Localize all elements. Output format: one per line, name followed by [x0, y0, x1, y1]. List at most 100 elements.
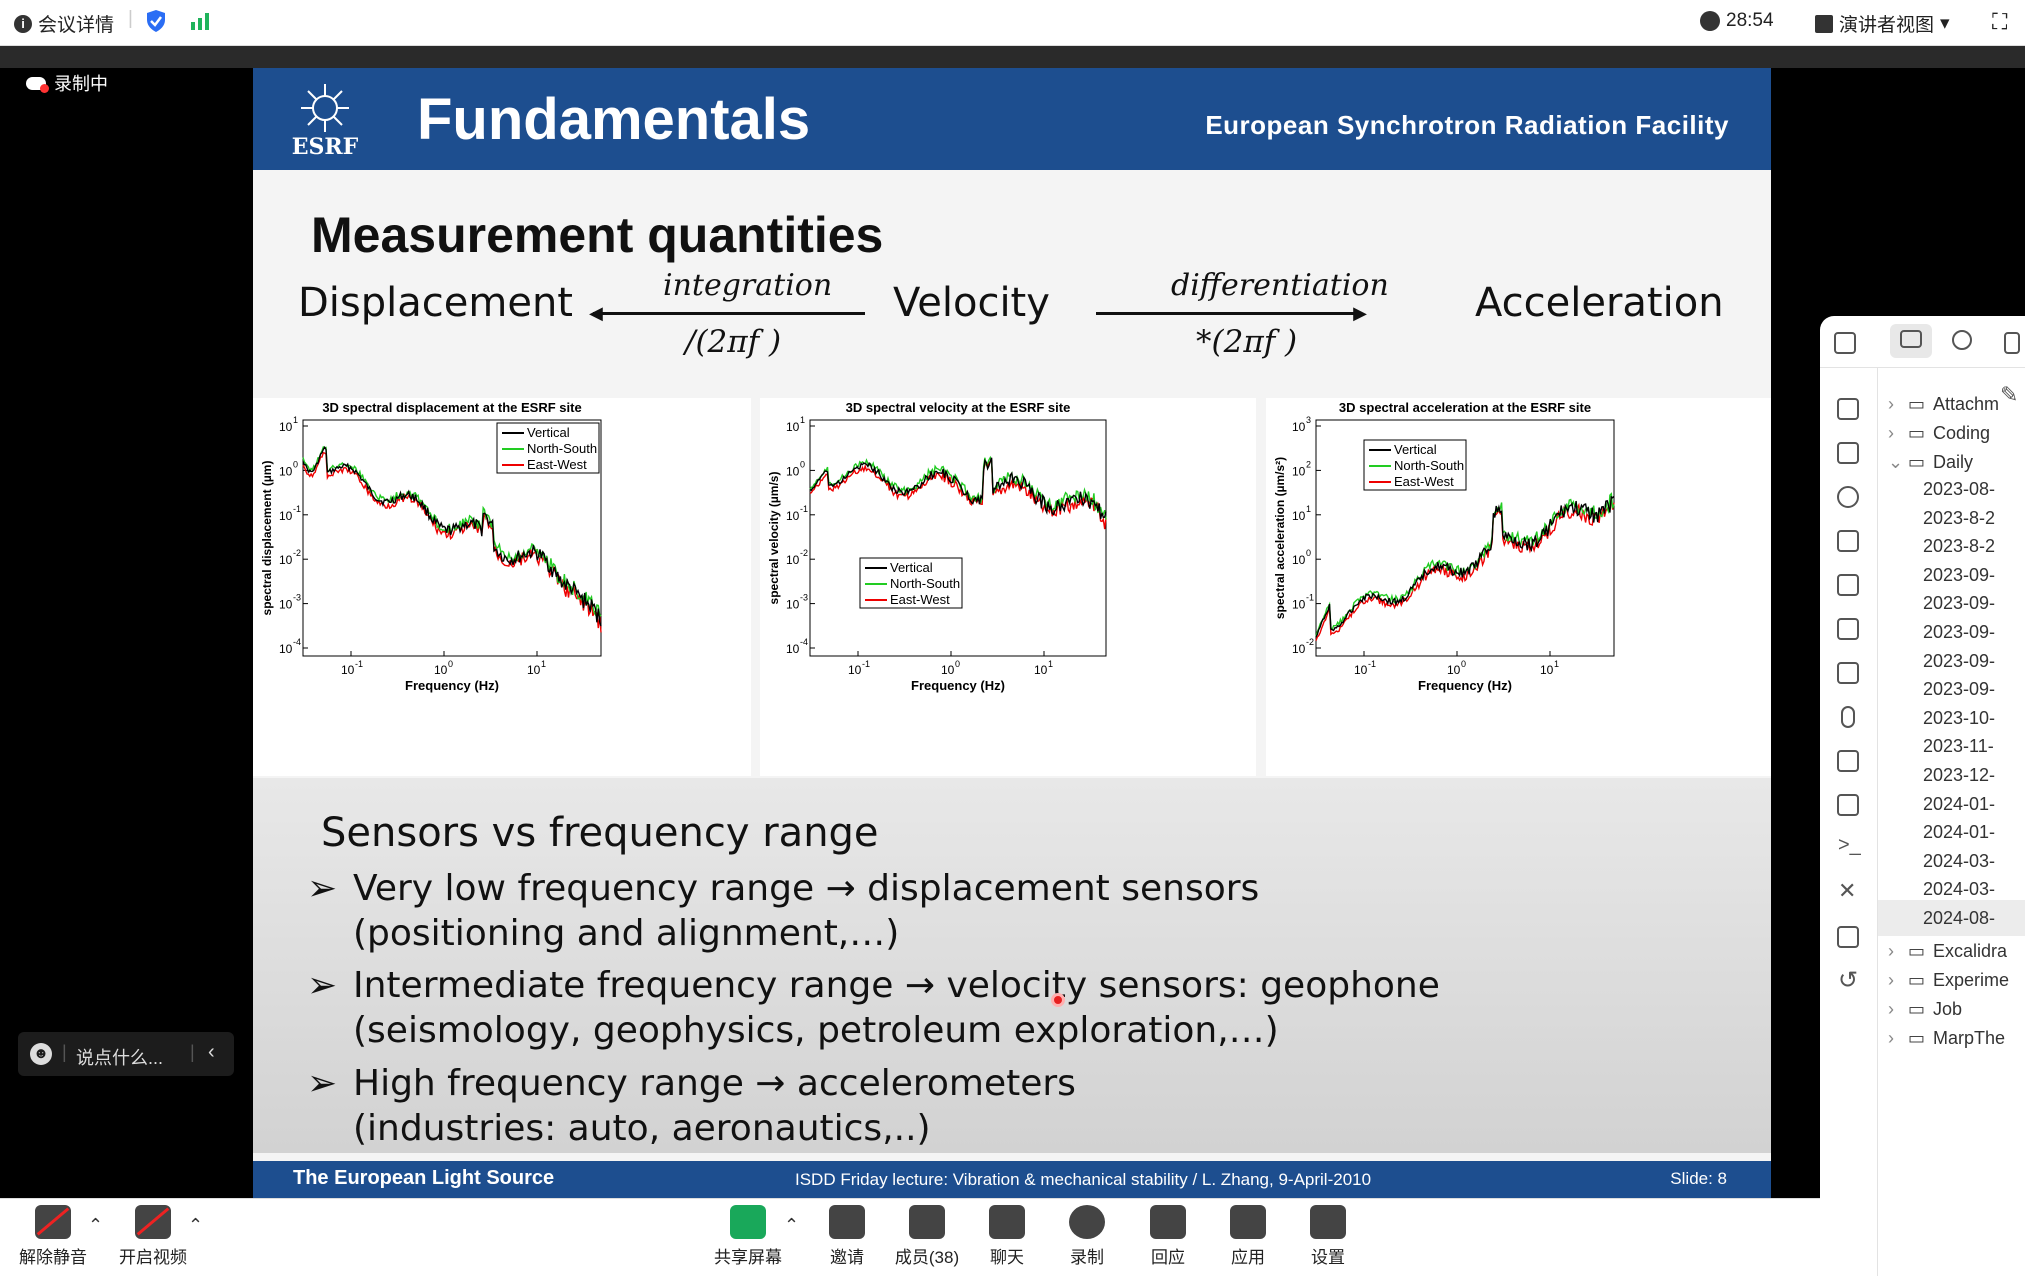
y-tick-exponent: 1: [1306, 504, 1311, 514]
y-tick-exponent: 1: [800, 415, 805, 425]
legend-entry: North-South: [1394, 458, 1464, 473]
file-tree-item[interactable]: 2023-11-: [1878, 728, 2025, 764]
chevron-icon[interactable]: ›: [1888, 998, 1894, 1019]
collapse-chevron-icon[interactable]: ‹: [208, 1041, 215, 1063]
file-tree-item[interactable]: › ▭ Job: [1878, 991, 2025, 1027]
toolbar-button-0[interactable]: 解除静音: [8, 1205, 98, 1268]
y-tick-label: 10: [786, 420, 800, 434]
file-tree-item[interactable]: 2023-09-: [1878, 557, 2025, 593]
file-tree-item[interactable]: 2023-09-: [1878, 585, 2025, 621]
file-tree-item[interactable]: 2023-8-2: [1878, 500, 2025, 536]
y-axis-label: spectral displacement (µm): [260, 461, 274, 616]
file-tree-item[interactable]: 2023-12-: [1878, 757, 2025, 793]
toolbar-button-5[interactable]: 聊天: [962, 1205, 1052, 1268]
file-tree-item[interactable]: 2023-09-: [1878, 671, 2025, 707]
lock-icon[interactable]: [1837, 398, 1859, 420]
file-tree-item[interactable]: 2023-09-: [1878, 614, 2025, 650]
file-tree-item[interactable]: 2023-8-2: [1878, 528, 2025, 564]
chevron-icon[interactable]: ›: [1888, 423, 1894, 443]
terminal-icon[interactable]: >_: [1838, 834, 1861, 856]
chevron-icon[interactable]: ›: [1888, 394, 1894, 414]
new-note-icon[interactable]: ✎: [2000, 382, 2019, 407]
plot-title: 3D spectral displacement at the ESRF sit…: [322, 400, 581, 415]
y-tick-exponent: 0: [800, 459, 805, 469]
apps-icon: [1230, 1205, 1266, 1239]
graph-icon[interactable]: [1837, 486, 1859, 508]
toolbar-button-4[interactable]: 成员(38): [882, 1205, 972, 1268]
toggle-sidebar-icon[interactable]: [1834, 332, 1856, 354]
x-axis-label: Frequency (Hz): [1418, 678, 1512, 693]
file-tree-item[interactable]: ⌄ ▭ Daily: [1878, 444, 2025, 480]
folder-icon: ▭: [1908, 940, 1926, 961]
logo-text: ESRF: [292, 134, 359, 158]
file-tree-item[interactable]: › ▭ Coding: [1878, 415, 2025, 451]
meeting-info-label: 会议详情: [38, 15, 115, 36]
copy-icon[interactable]: [1837, 618, 1859, 640]
file-tree-item[interactable]: › ▭ Excalidra: [1878, 933, 2025, 969]
file-tree-item[interactable]: 2023-10-: [1878, 700, 2025, 736]
lock-icon[interactable]: [1837, 794, 1859, 816]
chevron-icon[interactable]: ›: [1888, 940, 1894, 961]
toolbar-button-7[interactable]: 回应: [1123, 1205, 1213, 1268]
chevron-icon[interactable]: ⌄: [1888, 452, 1904, 472]
reaction-icon: [1150, 1205, 1186, 1239]
x-axis-label: Frequency (Hz): [405, 678, 499, 693]
calendar-icon[interactable]: [1837, 574, 1859, 596]
file-tree-item[interactable]: 2024-03-: [1878, 871, 2025, 907]
file-tree-item[interactable]: 2024-01-: [1878, 814, 2025, 850]
file-tree-item[interactable]: › ▭ Attachm: [1878, 386, 2025, 422]
toolbar-button-1[interactable]: 开启视频: [108, 1205, 198, 1268]
y-tick-exponent: 3: [1306, 415, 1311, 425]
security-shield-icon[interactable]: [146, 9, 166, 33]
file-tree-item[interactable]: 2024-03-: [1878, 843, 2025, 879]
tools-icon[interactable]: ✕: [1838, 878, 1857, 903]
history-icon[interactable]: ↺: [1838, 967, 1859, 994]
y-tick-exponent: -2: [800, 548, 808, 558]
mute-options-chevron-icon[interactable]: ⌃: [88, 1215, 104, 1235]
file-tree-item[interactable]: 2024-08-: [1878, 900, 2025, 936]
file-tree-item[interactable]: 2023-08-: [1878, 471, 2025, 507]
file-tree-item[interactable]: › ▭ MarpThe: [1878, 1020, 2025, 1056]
y-tick-label: 10: [786, 598, 800, 612]
toolbar-button-2[interactable]: 共享屏幕: [703, 1205, 793, 1268]
chevron-icon[interactable]: ›: [1888, 969, 1894, 990]
presentation-icon[interactable]: [1837, 750, 1859, 772]
grid-icon[interactable]: [1837, 530, 1859, 552]
x-tick-label: 10: [341, 663, 355, 677]
video-options-chevron-icon[interactable]: ⌃: [188, 1215, 204, 1235]
toolbar-button-6[interactable]: 录制: [1042, 1205, 1132, 1268]
meeting-info-button[interactable]: i 会议详情: [14, 10, 114, 37]
signal-strength-icon[interactable]: [190, 12, 212, 30]
mic-muted-icon: [35, 1205, 71, 1239]
file-tree-item[interactable]: 2024-01-: [1878, 786, 2025, 822]
settings-button[interactable]: 设置: [1283, 1205, 1373, 1268]
microphone-icon[interactable]: [1841, 706, 1855, 728]
y-tick-exponent: -1: [293, 504, 301, 514]
toolbar-button-3[interactable]: 邀请: [802, 1205, 892, 1268]
kanban-icon[interactable]: [1837, 926, 1859, 948]
plot-displacement: 3D spectral displacement at the ESRF sit…: [253, 398, 751, 776]
file-tree-item[interactable]: › ▭ Experime: [1878, 962, 2025, 998]
timer-value: 28:54: [1726, 10, 1774, 31]
file-tree-label: 2023-09-: [1923, 650, 1996, 671]
table-icon[interactable]: [1837, 662, 1859, 684]
emoji-icon[interactable]: ☻: [30, 1043, 52, 1065]
y-tick-label: 10: [1292, 598, 1306, 612]
fullscreen-icon[interactable]: ⛶: [1992, 9, 2008, 34]
chat-input[interactable]: ☻ | 说点什么... | ‹: [18, 1032, 234, 1076]
clock-icon: [1700, 11, 1720, 31]
share-options-chevron-icon[interactable]: ⌃: [784, 1215, 800, 1235]
file-sync-icon[interactable]: [1837, 442, 1859, 464]
legend-entry: Vertical: [1394, 442, 1437, 457]
toolbar-button-8[interactable]: 应用: [1203, 1205, 1293, 1268]
file-explorer-tab[interactable]: [1890, 324, 1932, 358]
search-icon[interactable]: [1952, 330, 1972, 350]
x-tick-exponent: 0: [448, 659, 453, 669]
y-tick-exponent: -4: [800, 637, 808, 647]
file-tree-item[interactable]: 2023-09-: [1878, 643, 2025, 679]
chevron-icon[interactable]: ›: [1888, 1027, 1894, 1048]
view-mode-dropdown[interactable]: 演讲者视图 ▾: [1815, 10, 1950, 37]
y-tick-exponent: -2: [293, 548, 301, 558]
bookmark-icon[interactable]: [2004, 332, 2020, 354]
slide-header: ESRF Fundamentals European Synchrotron R…: [253, 68, 1771, 170]
